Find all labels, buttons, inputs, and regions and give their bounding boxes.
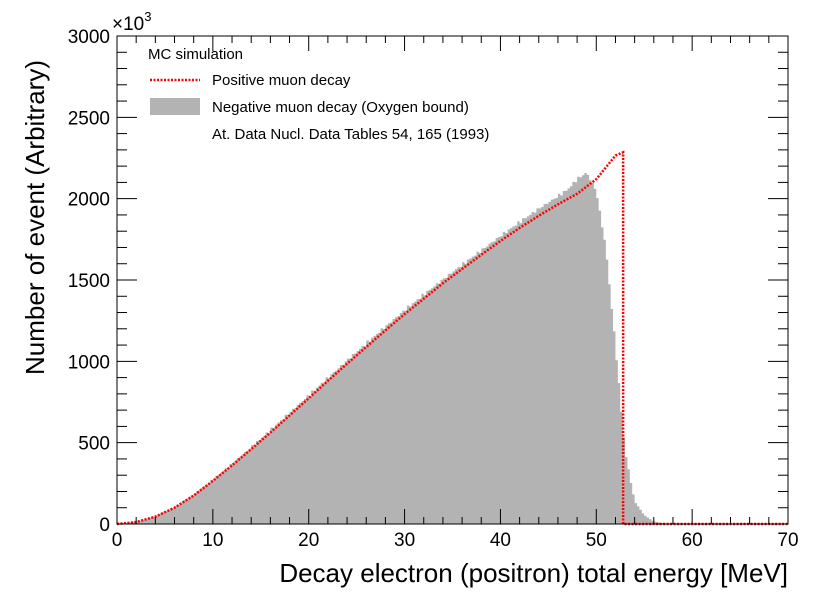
tick-labels: 0 10 20 30 40 50 60 70 0 500 1000 1500 2000 2500 3000 [68, 27, 799, 551]
y-axis-title: Number of event (Arbitrary) [20, 60, 50, 375]
x-tick-label: 30 [394, 530, 415, 551]
y-tick-label: 0 [99, 515, 110, 536]
legend-swatch-negative [150, 98, 200, 115]
y-tick-label: 2000 [68, 190, 110, 211]
y-tick-label: 1000 [68, 352, 110, 373]
y-tick-label: 2500 [68, 108, 110, 129]
x-tick-label: 0 [112, 530, 123, 551]
legend-entry-positive: Positive muon decay [212, 72, 351, 89]
positive-muon-curve [116, 150, 788, 526]
y-tick-label: 500 [78, 434, 110, 455]
y-multiplier: ×103 [112, 9, 151, 35]
negative-muon-histogram [117, 173, 788, 524]
legend-header: MC simulation [148, 46, 243, 63]
legend-entry-negative: Negative muon decay (Oxygen bound) [212, 99, 469, 116]
plot-area [116, 150, 788, 526]
x-tick-label: 20 [298, 530, 319, 551]
x-tick-label: 40 [490, 530, 511, 551]
x-tick-label: 70 [777, 530, 798, 551]
axis-ticks [116, 35, 789, 525]
legend: MC simulation Positive muon decay Negati… [148, 46, 489, 143]
x-tick-label: 60 [682, 530, 703, 551]
legend-entry-reference: At. Data Nucl. Data Tables 54, 165 (1993… [212, 126, 489, 143]
y-tick-label: 1500 [68, 271, 110, 292]
y-tick-label: 3000 [68, 27, 110, 48]
x-tick-label: 50 [586, 530, 607, 551]
x-tick-label: 10 [202, 530, 223, 551]
x-axis-title: Decay electron (positron) total energy [… [279, 558, 788, 588]
